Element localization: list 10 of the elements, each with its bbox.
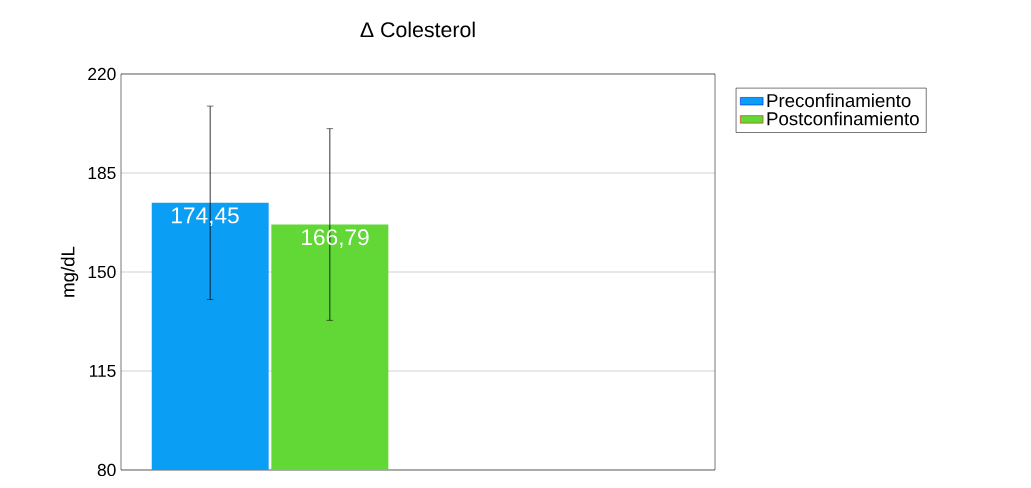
y-axis-title: mg/dL	[60, 246, 79, 297]
y-tick-label: 115	[89, 364, 116, 378]
y-tick-label: 185	[88, 166, 116, 180]
y-tick-label: 80	[97, 463, 116, 477]
data-label: 174,45	[172, 207, 239, 227]
y-tick-label: 150	[88, 265, 116, 279]
chart-title: Δ Colesterol	[360, 21, 475, 38]
legend-label: Preconfinamiento	[767, 93, 911, 108]
y-tick-label: 220	[88, 67, 116, 81]
legend-label: Postconfinamiento	[767, 111, 919, 126]
